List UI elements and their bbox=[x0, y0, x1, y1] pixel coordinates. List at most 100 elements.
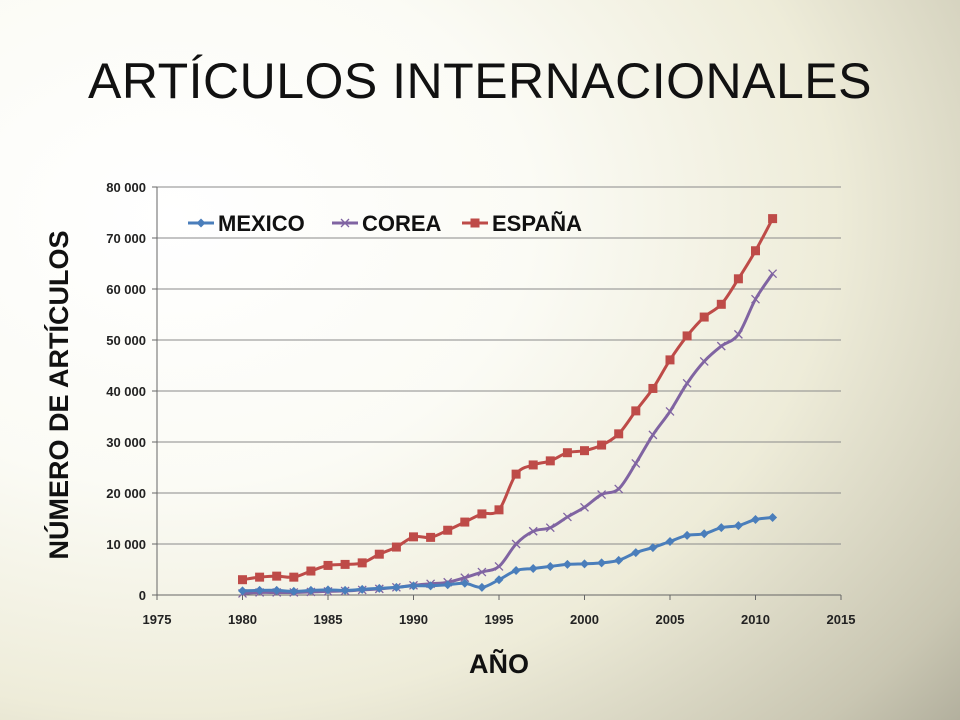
x-tick-label: 2000 bbox=[570, 612, 599, 627]
series-españa bbox=[238, 214, 778, 585]
y-tick-label: 20 000 bbox=[106, 486, 146, 501]
data-point bbox=[528, 526, 538, 536]
x-tick-labels: 1975 1980 1985 1990 1995 2000 2005 2010 2015 bbox=[143, 612, 856, 627]
y-tick-label: 60 000 bbox=[106, 282, 146, 297]
data-point bbox=[255, 572, 265, 582]
series-corea bbox=[238, 269, 778, 598]
data-point bbox=[460, 573, 470, 583]
data-point bbox=[768, 512, 778, 522]
data-point bbox=[716, 299, 726, 309]
data-point bbox=[443, 580, 453, 590]
data-point bbox=[580, 559, 589, 569]
x-tick-label: 2015 bbox=[827, 612, 856, 627]
data-point bbox=[477, 567, 487, 577]
data-point bbox=[631, 548, 641, 558]
series-mexico bbox=[238, 512, 778, 596]
data-point bbox=[631, 458, 641, 468]
y-tick-label: 70 000 bbox=[106, 231, 146, 246]
data-point bbox=[648, 383, 658, 393]
data-point bbox=[340, 585, 350, 595]
data-point bbox=[477, 582, 487, 592]
data-point bbox=[272, 585, 282, 595]
data-point bbox=[768, 269, 778, 279]
data-point bbox=[357, 584, 367, 594]
data-point bbox=[238, 575, 247, 585]
data-point bbox=[545, 523, 555, 533]
legend-marker bbox=[340, 218, 350, 228]
legend-marker bbox=[470, 218, 480, 228]
legend-label: ESPAÑA bbox=[492, 211, 582, 236]
data-point bbox=[597, 490, 607, 499]
data-point bbox=[511, 469, 521, 479]
data-point bbox=[665, 406, 675, 416]
data-point bbox=[409, 532, 418, 542]
data-point bbox=[665, 536, 675, 546]
data-point bbox=[426, 532, 436, 542]
data-point bbox=[648, 430, 658, 440]
y-axis-title: NÚMERO DE ARTÍCULOS bbox=[43, 231, 74, 560]
data-point bbox=[631, 406, 641, 416]
y-tick-label: 80 000 bbox=[106, 180, 146, 195]
data-point bbox=[716, 341, 726, 351]
data-point bbox=[460, 517, 470, 527]
data-point bbox=[733, 329, 743, 339]
data-point bbox=[306, 585, 316, 595]
data-point bbox=[699, 356, 709, 366]
data-point bbox=[682, 530, 692, 540]
data-point bbox=[323, 560, 333, 570]
data-point bbox=[511, 566, 521, 576]
series-line bbox=[242, 217, 774, 582]
data-point bbox=[580, 446, 589, 456]
legend-item-mexico: MEXICO bbox=[188, 211, 305, 236]
x-tick-label: 2005 bbox=[656, 612, 685, 627]
data-point bbox=[272, 571, 282, 581]
data-point bbox=[323, 585, 333, 595]
axes bbox=[152, 186, 842, 600]
data-point bbox=[648, 543, 658, 553]
data-point bbox=[528, 563, 538, 573]
x-tick-label: 1995 bbox=[485, 612, 514, 627]
gridlines bbox=[157, 186, 841, 545]
data-point bbox=[562, 448, 572, 458]
data-point bbox=[768, 214, 778, 224]
x-tick-label: 1990 bbox=[399, 612, 428, 627]
data-point bbox=[545, 456, 555, 466]
legend: MEXICO COREA ESPAÑA bbox=[188, 211, 582, 236]
data-point bbox=[699, 529, 709, 539]
data-point bbox=[562, 512, 572, 522]
y-tick-label: 40 000 bbox=[106, 384, 146, 399]
legend-item-corea: COREA bbox=[332, 211, 442, 236]
data-point bbox=[716, 523, 726, 533]
data-point bbox=[682, 331, 692, 341]
y-tick-labels: 0 10 000 20 000 30 000 40 000 50 000 60 000 70 … bbox=[106, 180, 146, 603]
data-point bbox=[391, 582, 401, 592]
data-point bbox=[306, 566, 316, 576]
data-point bbox=[597, 558, 607, 568]
y-tick-label: 50 000 bbox=[106, 333, 146, 348]
data-point bbox=[614, 555, 624, 565]
data-point bbox=[580, 502, 589, 512]
data-point bbox=[340, 559, 350, 569]
data-point bbox=[682, 378, 692, 388]
data-point bbox=[751, 246, 760, 256]
data-point bbox=[391, 542, 401, 552]
data-point bbox=[528, 460, 538, 470]
data-point bbox=[460, 578, 470, 588]
data-point bbox=[733, 274, 743, 284]
data-point bbox=[409, 581, 418, 591]
data-point bbox=[665, 355, 675, 365]
data-point bbox=[477, 509, 487, 519]
y-tick-label: 0 bbox=[139, 588, 146, 603]
data-point bbox=[357, 558, 367, 568]
data-point bbox=[238, 586, 247, 596]
legend-label: COREA bbox=[362, 211, 442, 236]
data-point bbox=[426, 581, 436, 591]
x-tick-label: 1980 bbox=[228, 612, 257, 627]
x-axis-title: AÑO bbox=[469, 648, 529, 679]
data-point bbox=[374, 583, 384, 593]
data-point bbox=[443, 525, 453, 535]
data-point bbox=[733, 521, 743, 531]
data-point bbox=[255, 585, 265, 595]
data-point bbox=[751, 515, 760, 525]
